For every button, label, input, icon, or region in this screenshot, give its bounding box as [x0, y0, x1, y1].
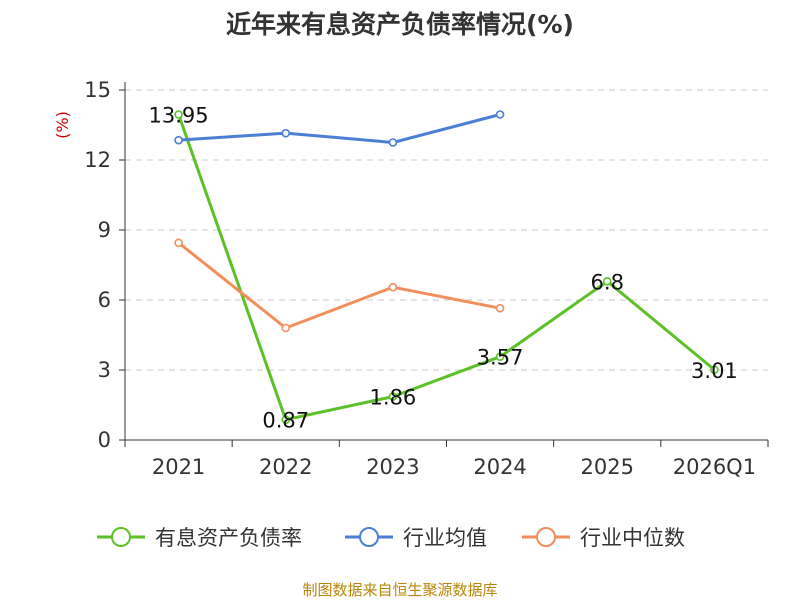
x-tick-label: 2021 — [152, 455, 205, 479]
data-point — [174, 238, 183, 248]
source-note: 制图数据来自恒生聚源数据库 — [302, 581, 497, 599]
series-line — [177, 241, 501, 330]
legend-marker — [359, 527, 379, 547]
y-tick-label: 3 — [98, 358, 111, 382]
y-tick-label: 9 — [98, 218, 111, 242]
legend-marker — [111, 527, 131, 547]
data-point — [602, 277, 612, 286]
data-label: 6.8 — [591, 270, 624, 294]
x-tick-label: 2023 — [366, 455, 419, 479]
series-line — [178, 113, 501, 144]
data-point — [495, 303, 505, 313]
data-labels: 13.95 0.87 1.86 3.57 6.8 3.01 — [149, 104, 738, 433]
y-tick-label: 15 — [84, 78, 111, 102]
y-tick-label: 6 — [98, 288, 111, 312]
legend: 有息资产负债率 行业均值 行业中位数 — [97, 526, 685, 550]
data-point — [281, 415, 291, 425]
chart-title: 近年来有息资产负债率情况(%) — [226, 10, 574, 39]
data-point — [174, 110, 183, 119]
x-tick-label: 2026Q1 — [673, 455, 756, 479]
data-label: 1.86 — [370, 386, 417, 410]
data-point — [388, 392, 398, 401]
legend-label: 行业中位数 — [580, 526, 685, 550]
series-layer — [174, 110, 719, 425]
data-point — [495, 110, 505, 119]
data-label: 0.87 — [262, 409, 309, 433]
y-tick-label: 12 — [84, 148, 111, 172]
data-point — [281, 128, 291, 138]
data-point — [710, 365, 719, 375]
axes: 0 3 6 9 12 15 2021 2022 2023 2024 2025 2026Q1 — [84, 78, 769, 479]
data-point — [495, 352, 505, 362]
data-point — [281, 323, 291, 333]
data-label: 13.95 — [149, 104, 209, 128]
x-tick-label: 2022 — [259, 455, 312, 479]
legend-marker — [536, 527, 556, 547]
grid-lines — [125, 89, 768, 371]
data-point — [388, 282, 398, 292]
data-point — [388, 138, 398, 147]
data-label: 3.01 — [691, 359, 738, 383]
x-tick-label: 2025 — [581, 455, 634, 479]
y-axis-unit-label: (%) — [53, 111, 72, 139]
legend-label: 行业均值 — [403, 526, 487, 550]
legend-label: 有息资产负债率 — [155, 526, 302, 550]
series-line — [177, 114, 716, 422]
y-tick-label: 0 — [98, 428, 111, 452]
data-point — [174, 135, 183, 145]
x-tick-label: 2024 — [473, 455, 526, 479]
data-label: 3.57 — [477, 346, 524, 370]
